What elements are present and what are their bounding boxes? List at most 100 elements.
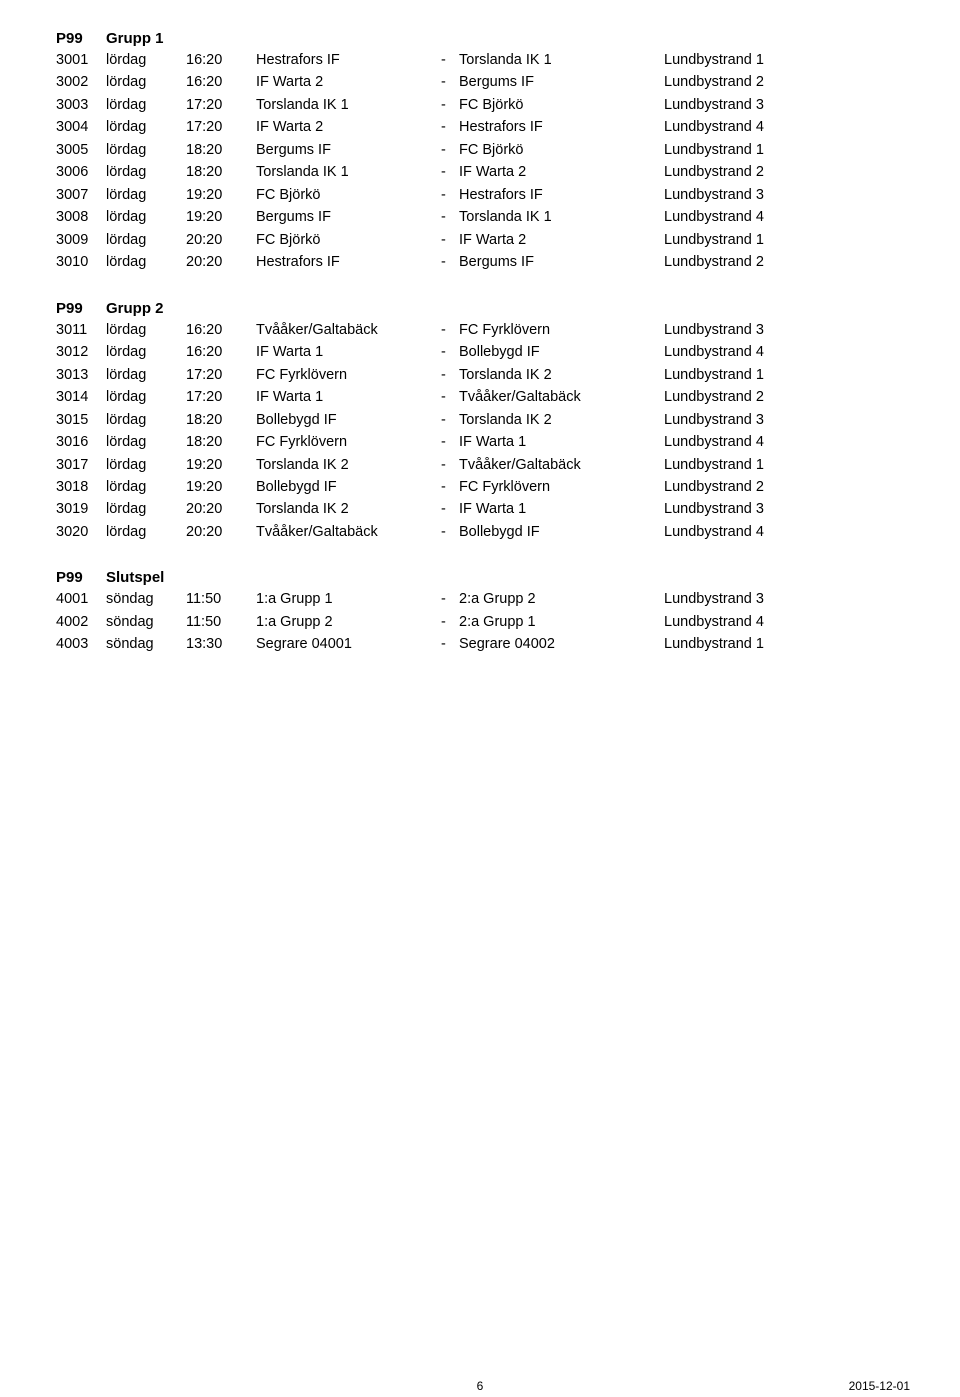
away-team: FC Björkö <box>459 94 664 116</box>
schedule-row: 3012lördag16:20IF Warta 1-Bollebygd IFLu… <box>56 341 912 363</box>
vs-separator: - <box>441 94 459 116</box>
match-id: 4003 <box>56 633 106 655</box>
away-team: Torslanda IK 1 <box>459 49 664 71</box>
home-team: Segrare 04001 <box>256 633 441 655</box>
match-venue: Lundbystrand 2 <box>664 386 912 408</box>
vs-separator: - <box>441 49 459 71</box>
home-team: Torslanda IK 2 <box>256 498 441 520</box>
match-day: lördag <box>106 94 186 116</box>
home-team: FC Björkö <box>256 184 441 206</box>
schedule-row: 3010lördag20:20Hestrafors IF-Bergums IFL… <box>56 251 912 273</box>
away-team: Bollebygd IF <box>459 521 664 543</box>
match-venue: Lundbystrand 3 <box>664 94 912 116</box>
home-team: Hestrafors IF <box>256 251 441 273</box>
match-venue: Lundbystrand 2 <box>664 71 912 93</box>
home-team: FC Björkö <box>256 229 441 251</box>
match-day: lördag <box>106 454 186 476</box>
section-category: P99 <box>56 569 106 586</box>
vs-separator: - <box>441 431 459 453</box>
match-venue: Lundbystrand 3 <box>664 409 912 431</box>
match-venue: Lundbystrand 4 <box>664 521 912 543</box>
match-id: 3015 <box>56 409 106 431</box>
schedule-row: 3005lördag18:20Bergums IF-FC BjörköLundb… <box>56 139 912 161</box>
section-title: P99Grupp 1 <box>56 30 912 47</box>
match-venue: Lundbystrand 2 <box>664 251 912 273</box>
match-id: 3016 <box>56 431 106 453</box>
match-day: lördag <box>106 49 186 71</box>
away-team: IF Warta 2 <box>459 161 664 183</box>
match-id: 3004 <box>56 116 106 138</box>
schedule-row: 3015lördag18:20Bollebygd IF-Torslanda IK… <box>56 409 912 431</box>
match-day: lördag <box>106 386 186 408</box>
match-venue: Lundbystrand 4 <box>664 431 912 453</box>
schedule-row: 3002lördag16:20IF Warta 2-Bergums IFLund… <box>56 71 912 93</box>
match-time: 11:50 <box>186 588 256 610</box>
away-team: Tvååker/Galtabäck <box>459 454 664 476</box>
match-day: söndag <box>106 588 186 610</box>
match-time: 16:20 <box>186 49 256 71</box>
vs-separator: - <box>441 229 459 251</box>
home-team: FC Fyrklövern <box>256 364 441 386</box>
match-time: 11:50 <box>186 611 256 633</box>
schedule-row: 4001söndag11:501:a Grupp 1-2:a Grupp 2Lu… <box>56 588 912 610</box>
match-venue: Lundbystrand 2 <box>664 161 912 183</box>
away-team: IF Warta 2 <box>459 229 664 251</box>
vs-separator: - <box>441 521 459 543</box>
match-time: 20:20 <box>186 229 256 251</box>
schedule-row: 4003söndag13:30Segrare 04001-Segrare 040… <box>56 633 912 655</box>
away-team: FC Björkö <box>459 139 664 161</box>
match-day: lördag <box>106 184 186 206</box>
away-team: Segrare 04002 <box>459 633 664 655</box>
schedule-sections: P99Grupp 1 3001lördag16:20Hestrafors IF-T… <box>56 30 912 656</box>
away-team: FC Fyrklövern <box>459 319 664 341</box>
match-time: 19:20 <box>186 206 256 228</box>
match-id: 4002 <box>56 611 106 633</box>
match-day: lördag <box>106 139 186 161</box>
match-id: 3019 <box>56 498 106 520</box>
match-venue: Lundbystrand 4 <box>664 341 912 363</box>
home-team: Bergums IF <box>256 139 441 161</box>
match-venue: Lundbystrand 1 <box>664 633 912 655</box>
away-team: FC Fyrklövern <box>459 476 664 498</box>
section-group: Slutspel <box>106 569 164 586</box>
vs-separator: - <box>441 71 459 93</box>
vs-separator: - <box>441 611 459 633</box>
match-day: lördag <box>106 116 186 138</box>
match-time: 13:30 <box>186 633 256 655</box>
match-time: 19:20 <box>186 184 256 206</box>
match-time: 17:20 <box>186 116 256 138</box>
match-day: söndag <box>106 611 186 633</box>
home-team: IF Warta 1 <box>256 386 441 408</box>
schedule-row: 3006lördag18:20Torslanda IK 1-IF Warta 2… <box>56 161 912 183</box>
vs-separator: - <box>441 341 459 363</box>
home-team: Bergums IF <box>256 206 441 228</box>
home-team: Tvååker/Galtabäck <box>256 521 441 543</box>
away-team: IF Warta 1 <box>459 498 664 520</box>
match-time: 17:20 <box>186 94 256 116</box>
schedule-row: 3017lördag19:20Torslanda IK 2-Tvååker/Ga… <box>56 454 912 476</box>
match-id: 3008 <box>56 206 106 228</box>
match-time: 16:20 <box>186 341 256 363</box>
away-team: Hestrafors IF <box>459 116 664 138</box>
match-venue: Lundbystrand 4 <box>664 611 912 633</box>
match-venue: Lundbystrand 4 <box>664 116 912 138</box>
schedule-row: 3001lördag16:20Hestrafors IF-Torslanda I… <box>56 49 912 71</box>
schedule-row: 3003lördag17:20Torslanda IK 1-FC BjörköL… <box>56 94 912 116</box>
match-time: 20:20 <box>186 521 256 543</box>
schedule-row: 3013lördag17:20FC Fyrklövern-Torslanda I… <box>56 364 912 386</box>
schedule-row: 4002söndag11:501:a Grupp 2-2:a Grupp 1Lu… <box>56 611 912 633</box>
away-team: 2:a Grupp 1 <box>459 611 664 633</box>
vs-separator: - <box>441 319 459 341</box>
match-venue: Lundbystrand 3 <box>664 498 912 520</box>
match-id: 3018 <box>56 476 106 498</box>
away-team: Torslanda IK 2 <box>459 364 664 386</box>
match-venue: Lundbystrand 3 <box>664 588 912 610</box>
schedule-row: 3019lördag20:20Torslanda IK 2-IF Warta 1… <box>56 498 912 520</box>
away-team: Torslanda IK 1 <box>459 206 664 228</box>
page-container: P99Grupp 1 3001lördag16:20Hestrafors IF-T… <box>0 0 960 1397</box>
home-team: Torslanda IK 1 <box>256 161 441 183</box>
match-id: 3013 <box>56 364 106 386</box>
home-team: FC Fyrklövern <box>256 431 441 453</box>
home-team: 1:a Grupp 1 <box>256 588 441 610</box>
match-venue: Lundbystrand 1 <box>664 49 912 71</box>
